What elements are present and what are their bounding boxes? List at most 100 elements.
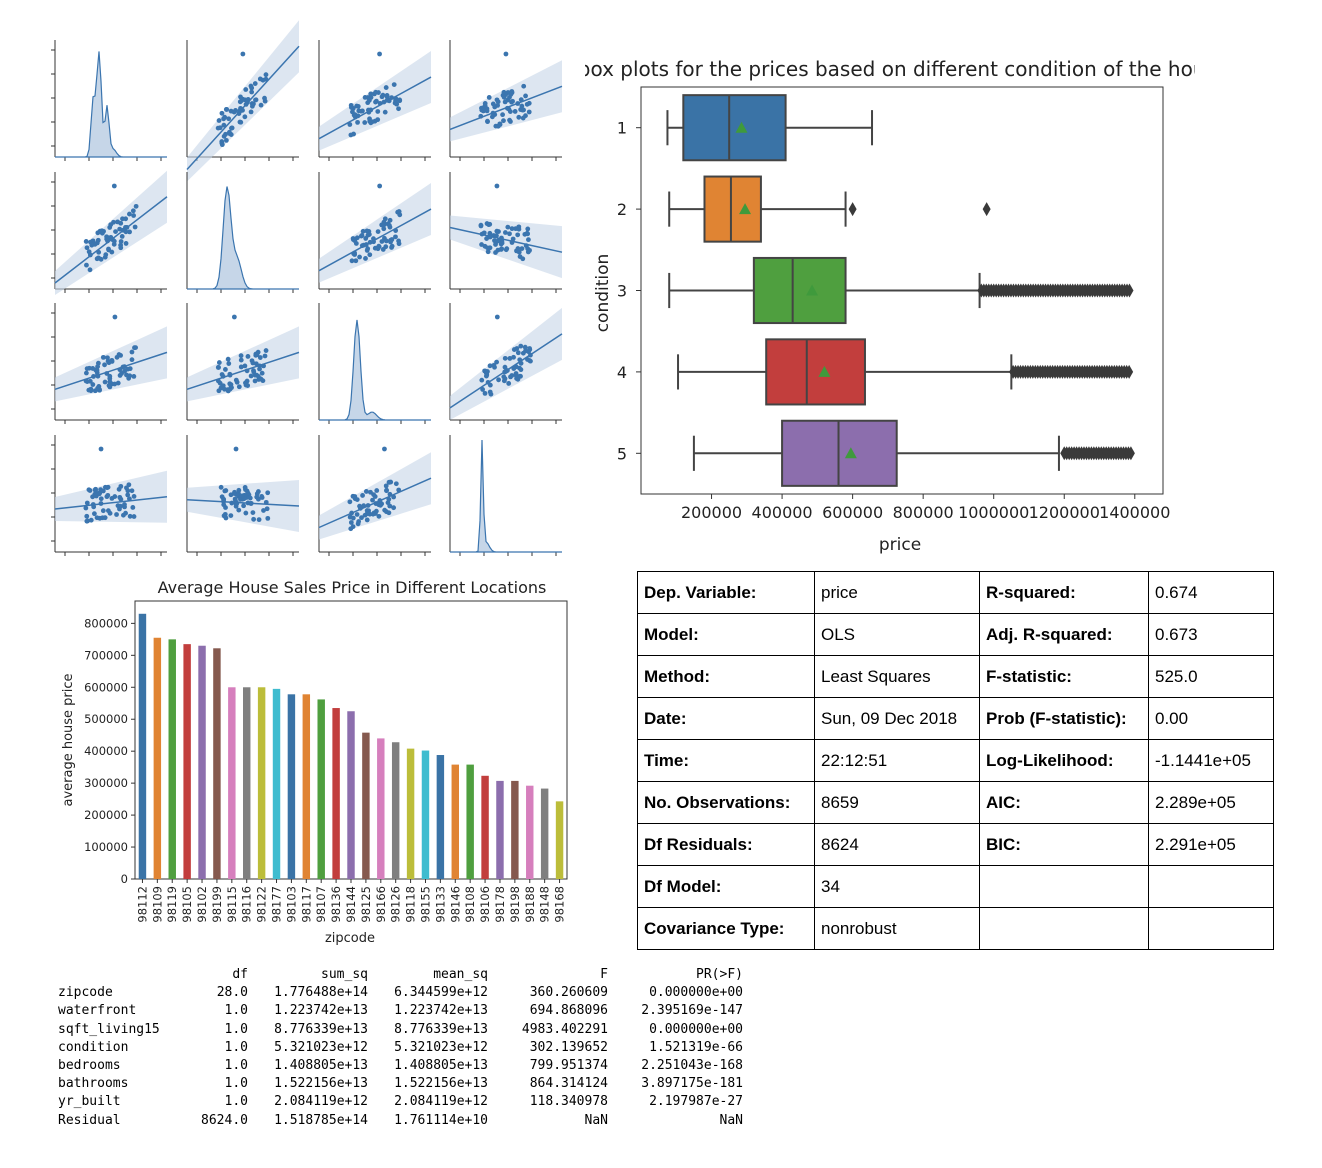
scatter-point	[354, 497, 360, 502]
box-condition-3	[668, 256, 1134, 325]
scatter-point	[396, 241, 402, 247]
scatter-point	[384, 509, 389, 515]
ols-label: Adj. R-squared:	[979, 613, 1149, 656]
anova-table: df sum_sq mean_sq F PR(>F) zipcode 28.0 1.77648…	[58, 966, 743, 1130]
barchart-xtick-label: 98178	[493, 886, 507, 923]
pairplot-panel	[318, 172, 432, 293]
scatter-point	[105, 508, 111, 514]
pairplot-panel	[449, 40, 563, 161]
scatter-point	[488, 391, 494, 397]
scatter-point	[384, 488, 389, 494]
scatter-point	[221, 513, 227, 519]
anova-cell: 5.321023e+12	[394, 1039, 488, 1055]
scatter-point	[105, 355, 110, 361]
bar-98105	[183, 644, 191, 879]
scatter-point	[118, 483, 124, 489]
anova-row: condition 1.0 5.321023e+12 5.321023e+12 302.…	[58, 1039, 743, 1057]
scatter-point	[83, 239, 89, 244]
scatter-point	[494, 183, 500, 189]
scatter-point	[381, 226, 387, 232]
scatter-point	[519, 246, 525, 251]
scatter-point	[105, 484, 111, 490]
scatter-point	[379, 239, 385, 244]
scatter-point	[223, 488, 229, 493]
barchart-xtick-label: 98119	[165, 886, 179, 923]
scatter-point	[114, 512, 119, 517]
scatter-point	[364, 517, 370, 523]
scatter-point	[365, 232, 371, 238]
scatter-point	[501, 374, 507, 380]
scatter-point	[90, 382, 96, 387]
scatter-point	[359, 233, 365, 238]
scatter-point	[483, 373, 489, 379]
scatter-point	[109, 496, 115, 501]
anova-cell: 8.776339e+13	[394, 1021, 488, 1037]
scatter-point	[226, 129, 232, 135]
scatter-point	[98, 446, 104, 452]
ols-value: Least Squares	[814, 655, 980, 698]
scatter-point	[525, 249, 531, 255]
scatter-point	[478, 223, 484, 229]
scatter-point	[129, 349, 135, 355]
ols-label: Df Model:	[637, 865, 815, 908]
scatter-point	[242, 363, 248, 369]
scatter-point	[355, 119, 360, 125]
ols-value: 2.289e+05	[1148, 781, 1274, 824]
barchart-xtick-label: 98118	[404, 886, 418, 923]
zipcode-barchart: Average House Sales Price in Different L…	[61, 578, 568, 946]
scatter-point	[236, 384, 242, 390]
scatter-point	[223, 367, 228, 372]
scatter-point	[84, 513, 90, 519]
anova-cell: 1.408805e+13	[394, 1057, 488, 1073]
scatter-point	[510, 98, 515, 104]
scatter-point	[86, 487, 92, 493]
scatter-point	[380, 92, 386, 98]
anova-cell: 1.223742e+13	[394, 1003, 488, 1019]
scatter-point	[127, 211, 132, 217]
scatter-point	[350, 524, 356, 530]
kde-curve	[319, 319, 431, 421]
kde-curve	[187, 186, 299, 290]
scatter-point	[389, 243, 395, 249]
scatter-point	[349, 258, 355, 264]
scatter-point	[96, 491, 102, 497]
regression-line	[449, 226, 563, 253]
ols-value: 8624	[814, 823, 980, 866]
scatter-point	[526, 109, 532, 115]
scatter-point	[133, 345, 138, 351]
kde-curve	[55, 51, 167, 158]
scatter-point	[263, 348, 269, 353]
scatter-point	[507, 356, 513, 361]
scatter-point	[357, 254, 362, 260]
bar-98148	[540, 788, 549, 879]
scatter-point	[223, 137, 229, 143]
scatter-point	[494, 97, 500, 103]
scatter-point	[500, 112, 505, 118]
barchart-title: Average House Sales Price in Different L…	[158, 578, 547, 597]
scatter-point	[261, 508, 266, 513]
anova-cell: 1.0	[224, 1094, 248, 1110]
scatter-point	[250, 510, 256, 515]
bar-98108	[466, 764, 474, 879]
regression-line	[318, 76, 432, 140]
scatter-point	[509, 226, 515, 232]
barchart-xtick-label: 98112	[135, 886, 149, 923]
regression-line	[186, 45, 300, 170]
scatter-point	[377, 183, 383, 189]
box-iqr	[765, 338, 866, 406]
pairplot-panel	[186, 303, 300, 424]
scatter-point	[105, 235, 111, 241]
scatter-point	[125, 492, 131, 498]
scatter-point	[348, 520, 354, 525]
scatter-point	[219, 110, 225, 116]
scatter-point	[386, 479, 392, 485]
boxplot-ytick-label: 5	[617, 444, 627, 463]
ols-row: Date: Sun, 09 Dec 2018 Prob (F-statistic):…	[637, 697, 1274, 740]
scatter-point	[112, 381, 118, 387]
anova-cell: zipcode	[58, 985, 113, 1001]
ols-value: 525.0	[1148, 655, 1274, 698]
scatter-point	[377, 51, 382, 57]
anova-cell: 1.776488e+14	[274, 985, 368, 1001]
barchart-xtick-label: 98105	[180, 886, 194, 923]
anova-row: zipcode 28.0 1.776488e+14 6.344599e+12 360.2…	[58, 984, 743, 1002]
